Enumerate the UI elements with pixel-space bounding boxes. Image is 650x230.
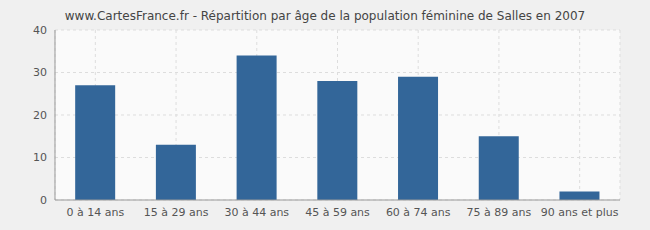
svg-text:20: 20 xyxy=(33,109,47,122)
svg-text:45 à 59 ans: 45 à 59 ans xyxy=(305,206,370,219)
svg-text:90 ans et plus: 90 ans et plus xyxy=(541,206,619,219)
svg-text:30: 30 xyxy=(33,66,47,79)
svg-text:0: 0 xyxy=(40,194,47,207)
svg-text:60 à 74 ans: 60 à 74 ans xyxy=(386,206,451,219)
svg-text:0 à 14 ans: 0 à 14 ans xyxy=(67,206,125,219)
svg-text:30 à 44 ans: 30 à 44 ans xyxy=(224,206,289,219)
svg-text:10: 10 xyxy=(33,151,47,164)
svg-text:40: 40 xyxy=(33,24,47,37)
svg-text:75 à 89 ans: 75 à 89 ans xyxy=(467,206,532,219)
svg-text:15 à 29 ans: 15 à 29 ans xyxy=(144,206,209,219)
html-text:www.CartesFrance.fr - Répartit: www.CartesFrance.fr - Répartition par âg… xyxy=(64,9,586,23)
